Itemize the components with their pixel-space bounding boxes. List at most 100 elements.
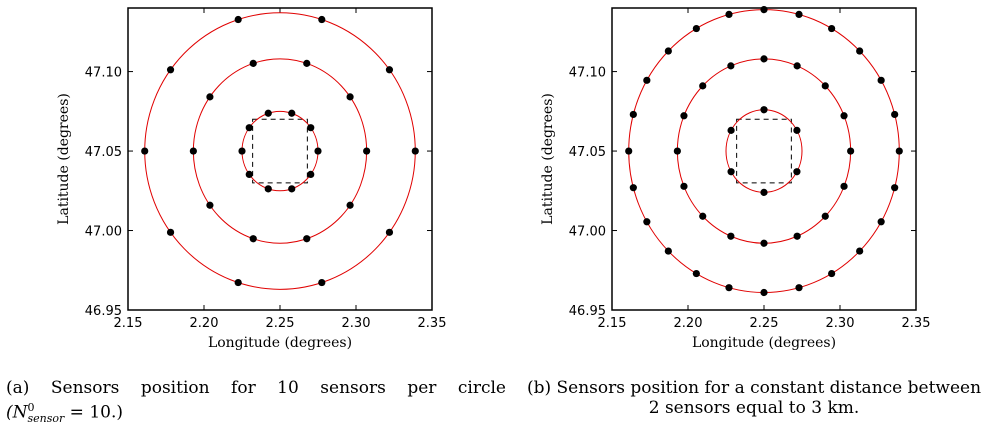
panel-b-sensor-point [692, 269, 700, 278]
panel-b-xlabel: Longitude (degrees) [692, 335, 836, 351]
panel-a-sensor-point [385, 66, 394, 74]
panel-b-sensor-point [891, 184, 899, 192]
panel-a-ytick-label: 47.05 [85, 145, 122, 160]
panel-a-sensor-point [234, 15, 242, 24]
panel-b-sensor-point [891, 110, 899, 119]
panel-b-sensor-point [727, 62, 735, 70]
panel-a-sensor-point [141, 147, 149, 155]
panel-a-sensor-point [264, 109, 272, 117]
panel-b-sensor-point [793, 232, 801, 240]
panel-a-sensor-point [303, 235, 311, 243]
panel-a-sensor-point [166, 66, 175, 74]
panel-a-sensor-point [307, 170, 315, 179]
panel-b-sensor-point [828, 24, 836, 33]
panel-b-sensor-point [692, 24, 700, 33]
panel-a-sensor-point [288, 109, 296, 117]
caption-b: (b) Sensors position for a constant dist… [512, 378, 996, 418]
panel-b-sensor-point [643, 218, 651, 226]
panel-b-sensor-point [760, 239, 768, 247]
panel-b-xtick-label: 2.25 [750, 316, 779, 331]
panel-a-sensor-point [245, 124, 253, 132]
caption-a-value: = 10.) [64, 402, 124, 423]
panel-a-sensor-point [288, 185, 296, 193]
panel-b-circle-1 [725, 109, 803, 193]
panel-b-sensor-point [793, 168, 801, 176]
panel-a-ytick-label: 47.00 [85, 225, 122, 240]
panel-a-frame [127, 7, 433, 311]
panel-a-sensor-point [303, 59, 311, 67]
panel-b-sensor-point [760, 106, 768, 114]
panel-a-sensor-point [363, 147, 371, 155]
panel-a-dashed-square [252, 118, 308, 184]
panel-b-sensor-point [793, 126, 801, 134]
panel-a-sensor-point [234, 278, 242, 287]
panel-a-sensor-point [385, 228, 394, 236]
panel-b-sensor-point [877, 218, 885, 226]
panel-b-sensor-point [680, 182, 688, 190]
caption-a-superscript: 0 [27, 401, 35, 414]
panel-a-circle-2 [192, 58, 368, 244]
panel-b-sensor-point [828, 269, 836, 278]
panel-b-ytick-label: 47.05 [569, 145, 606, 160]
caption-a-symbol: (N [6, 402, 28, 423]
panel-b-sensor-point [727, 126, 735, 134]
panel-b-xtick-label: 2.15 [598, 316, 627, 331]
panel-a-sensor-point [166, 228, 175, 236]
panel-b-ytick-label: 46.95 [569, 304, 606, 319]
panel-b-sensor-point [795, 10, 803, 19]
panel-b-xtick-label: 2.20 [674, 316, 703, 331]
panel-b-sensor-point [629, 184, 637, 192]
caption-b-line2: 2 sensors equal to 3 km. [648, 398, 860, 418]
panel-b-sensor-point [673, 147, 681, 155]
panel-b-ytick-label: 47.10 [569, 66, 606, 81]
panel-b-sensor-point [795, 284, 803, 292]
panel-a-xlabel: Longitude (degrees) [208, 335, 352, 351]
panel-b-sensor-point [680, 112, 688, 120]
panel-b-sensor-point [727, 168, 735, 176]
panel-b-sensor-point [840, 182, 848, 190]
panel-b-sensor-point [760, 188, 768, 196]
panel-a-sensor-point [346, 201, 354, 209]
panel-a-sensor-point [249, 235, 257, 243]
panel-b-sensor-point [760, 55, 768, 63]
panel-a-sensor-point [189, 147, 197, 155]
caption-a-line2: (N0sensor = 10.) [6, 398, 506, 429]
panel-b-sensor-point [856, 247, 864, 255]
panel-a-sensor-point [318, 15, 326, 24]
panel-a-sensor-point [238, 147, 246, 155]
panel-b-sensor-point [664, 47, 672, 55]
panel-b-sensor-point [643, 76, 651, 84]
caption-a-line1: (a) Sensors position for 10 sensors per … [6, 378, 506, 398]
panel-a-sensor-point [411, 147, 419, 155]
panel-b-sensor-point [847, 147, 855, 155]
panel-a-sensor-point [249, 59, 257, 67]
panel-b-ylabel: Latitude (degrees) [540, 93, 556, 225]
panel-a-xtick-label: 2.25 [266, 316, 295, 331]
panel-b-sensor-point [629, 110, 637, 119]
panel-a-ytick-label: 47.10 [85, 66, 122, 81]
panel-b-xtick-label: 2.35 [902, 316, 931, 331]
panel-a-circle-3 [144, 12, 416, 290]
panel-b-sensor-point [725, 10, 733, 19]
panel-b-sensor-point [821, 212, 829, 220]
panel-b-dashed-square [736, 118, 792, 184]
panel-b-sensor-point [699, 212, 707, 220]
panel-a-xtick-label: 2.20 [190, 316, 219, 331]
panel-b-sensor-point [699, 82, 707, 90]
panel-b-xtick-label: 2.30 [826, 316, 855, 331]
panel-b-sensor-point [664, 247, 672, 255]
panel-b-ytick-label: 47.00 [569, 225, 606, 240]
panel-a-sensor-point [314, 147, 322, 155]
panel-a-xtick-label: 2.35 [418, 316, 447, 331]
panel-b-sensor-point [725, 284, 733, 292]
panel-a-xtick-label: 2.15 [114, 316, 143, 331]
panel-a-sensor-point [346, 93, 354, 101]
panel-b-sensor-point [760, 5, 768, 14]
panel-b-sensor-point [895, 147, 903, 155]
panel-a-ytick-label: 46.95 [85, 304, 122, 319]
panel-a-ylabel: Latitude (degrees) [56, 93, 72, 225]
panel-a-sensor-point [245, 170, 253, 179]
caption-b-line1: (b) Sensors position for a constant dist… [526, 378, 982, 398]
panel-a-sensor-point [206, 93, 214, 101]
